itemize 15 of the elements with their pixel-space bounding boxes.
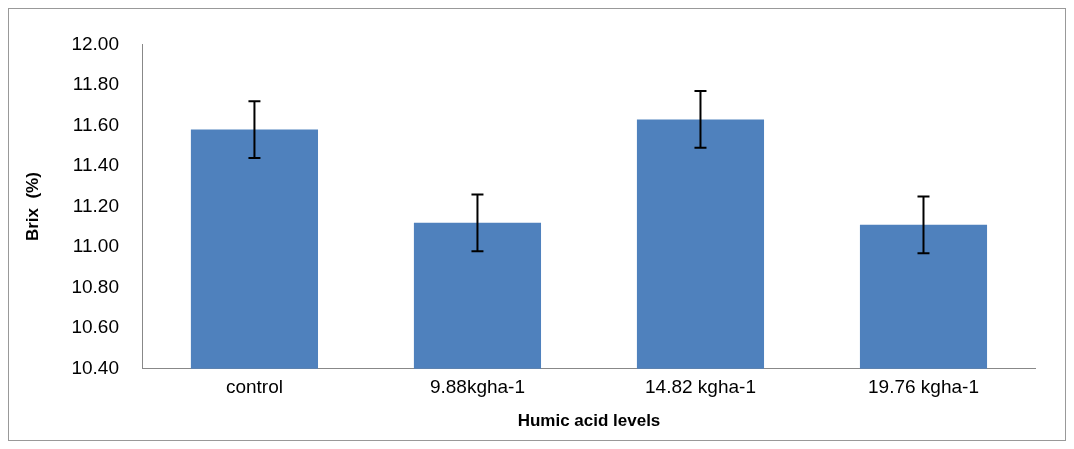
x-tick-label: 9.88kgha-1 xyxy=(429,376,526,398)
y-tick-label: 12.00 xyxy=(71,32,119,54)
y-tick-label: 11.00 xyxy=(72,235,119,257)
x-tick-label: 19.76 kgha-1 xyxy=(868,376,979,398)
x-axis-title: Humic acid levels xyxy=(517,411,661,431)
x-tick-label: control xyxy=(225,376,283,398)
y-tick-label: 10.80 xyxy=(71,275,119,297)
y-tick-label: 11.40 xyxy=(72,154,119,176)
y-tick-label: 10.40 xyxy=(71,357,119,379)
x-tick-label: 14.82 kgha-1 xyxy=(645,376,756,398)
y-tick-label: 11.20 xyxy=(72,194,119,216)
y-tick-label: 11.60 xyxy=(72,113,119,135)
y-axis-title: Brix (%) xyxy=(22,172,42,242)
y-tick-label: 11.80 xyxy=(72,73,119,95)
y-tick-label: 10.60 xyxy=(71,316,119,338)
